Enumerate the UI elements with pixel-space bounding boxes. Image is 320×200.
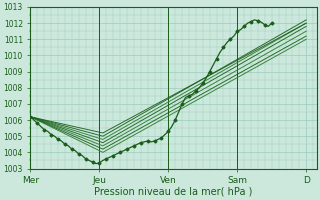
- X-axis label: Pression niveau de la mer( hPa ): Pression niveau de la mer( hPa ): [94, 187, 253, 197]
